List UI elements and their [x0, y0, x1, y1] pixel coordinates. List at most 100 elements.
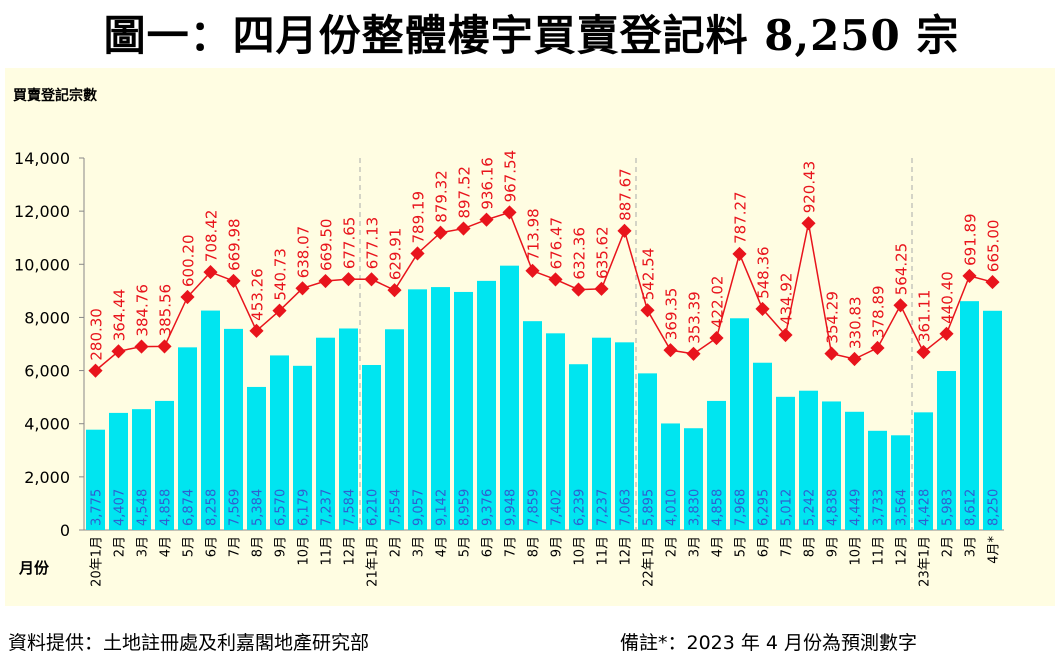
- y-tick-label: 8,000: [24, 308, 70, 327]
- line-value-label: 453.26: [249, 268, 267, 321]
- line-value-label: 669.98: [226, 218, 244, 271]
- line-value-label: 629.91: [387, 228, 405, 281]
- chart-title: 圖一：四月份整體樓宇買賣登記料 8,250 宗: [103, 11, 960, 60]
- bar: [523, 321, 542, 530]
- line-point: [732, 246, 747, 262]
- bar-value-label: 7,554: [389, 489, 404, 526]
- bar: [86, 429, 105, 530]
- bar: [408, 289, 427, 530]
- line-point: [410, 246, 425, 261]
- bar: [914, 412, 933, 530]
- bar: [707, 400, 726, 530]
- line-series: [95, 211, 993, 372]
- bar-value-label: 7,584: [343, 489, 358, 526]
- x-tick-label: 10月: [297, 536, 312, 566]
- bar-value-label: 7,968: [734, 489, 749, 526]
- x-tick-label: 20年1月: [90, 536, 105, 587]
- bar-value-label: 8,612: [964, 489, 979, 526]
- x-tick-label: 9月: [826, 536, 841, 557]
- line-point: [985, 275, 1000, 290]
- bar-value-label: 6,210: [366, 489, 381, 526]
- line-point: [502, 205, 517, 220]
- bar: [615, 342, 634, 530]
- bar-value-label: 4,449: [849, 489, 864, 526]
- line-point: [571, 282, 586, 297]
- line-value-label: 600.20: [180, 234, 198, 287]
- chart-panel: 買賣登記宗數 月份 0 2,000 4,000 6,000 8,000 10,000 12,…: [5, 68, 1055, 606]
- line-value-label: 384.76: [134, 284, 152, 337]
- x-tick-label: 21年1月: [366, 536, 381, 587]
- bar: [569, 364, 588, 530]
- bar: [362, 364, 381, 530]
- line-value-label: 280.30: [88, 308, 106, 361]
- line-point: [341, 272, 356, 287]
- line-point: [433, 225, 448, 240]
- bar: [316, 337, 335, 530]
- x-tick-label: 4月: [435, 536, 450, 557]
- bar: [293, 365, 312, 530]
- x-tick-label: 9月: [550, 536, 565, 557]
- bar-value-label: 9,142: [435, 489, 450, 526]
- line-point: [755, 301, 770, 316]
- bar-value-label: 8,250: [987, 489, 1002, 526]
- x-tick-label: 5月: [458, 536, 473, 557]
- bar-value-label: 4,010: [665, 489, 680, 526]
- bar: [845, 411, 864, 530]
- line-point: [847, 351, 862, 367]
- bar-value-label: 6,874: [182, 489, 197, 526]
- bar-value-label: 7,237: [596, 489, 611, 526]
- line-value-label: 887.67: [617, 168, 635, 221]
- bar-value-label: 4,548: [136, 489, 151, 526]
- bar-value-label: 7,859: [527, 489, 542, 526]
- x-tick-label: 7月: [228, 536, 243, 557]
- x-tick-label: 8月: [251, 536, 266, 557]
- bar: [385, 329, 404, 530]
- line-point: [295, 281, 310, 296]
- line-value-label: 713.98: [525, 208, 543, 261]
- bar-value-label: 4,407: [113, 489, 128, 526]
- bar-value-label: 4,838: [826, 489, 841, 526]
- bar: [983, 310, 1002, 530]
- x-tick-label: 6月: [205, 536, 220, 557]
- bar: [891, 435, 910, 530]
- line-point: [824, 346, 839, 361]
- x-tick-label: 8月: [527, 536, 542, 557]
- x-tick-label: 2月: [389, 536, 404, 557]
- y-tick-label: 10,000: [14, 255, 70, 274]
- line-value-label: 665.00: [985, 220, 1003, 272]
- x-tick-label: 2月: [941, 536, 956, 557]
- bar-value-label: 5,895: [642, 489, 657, 526]
- line-value-label: 677.65: [341, 217, 359, 270]
- x-tick-label: 10月: [573, 536, 588, 566]
- bar-value-label: 7,402: [550, 489, 565, 526]
- x-tick-label: 4月*: [987, 536, 1002, 564]
- bar-value-label: 3,733: [872, 489, 887, 526]
- line-point: [548, 272, 563, 287]
- line-point: [893, 298, 908, 313]
- line-value-label: 422.02: [709, 276, 727, 329]
- bar: [477, 280, 496, 530]
- y-tick-label: 0: [60, 521, 70, 540]
- bar: [454, 291, 473, 530]
- x-tick-label: 6月: [757, 536, 772, 557]
- remark-note: 備註*：2023 年 4 月份為預測數字: [620, 632, 918, 654]
- x-tick-label: 12月: [619, 536, 634, 566]
- line-point: [318, 273, 333, 289]
- source-note: 資料提供：土地註冊處及利嘉閣地產研究部: [8, 632, 370, 654]
- bar: [339, 328, 358, 530]
- bar: [661, 423, 680, 530]
- y-tick-label: 2,000: [24, 468, 70, 487]
- x-tick-label: 7月: [780, 536, 795, 557]
- bar: [799, 390, 818, 530]
- line-value-label: 967.54: [502, 150, 520, 203]
- bar-value-label: 3,564: [895, 489, 910, 526]
- x-tick-label: 23年1月: [918, 536, 933, 587]
- bar-value-label: 9,948: [504, 489, 519, 526]
- line-point: [111, 344, 126, 359]
- x-tick-label: 10月: [849, 536, 864, 566]
- line-point: [939, 326, 954, 341]
- x-tick-label: 6月: [481, 536, 496, 557]
- bar: [822, 401, 841, 530]
- bar: [132, 409, 151, 530]
- line-value-label: 691.89: [962, 213, 980, 266]
